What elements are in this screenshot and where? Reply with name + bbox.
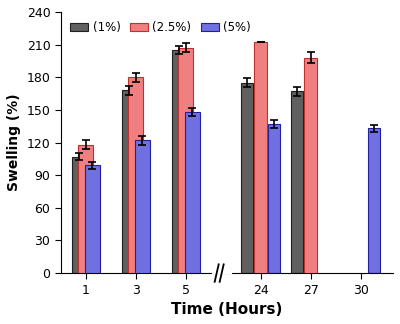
Bar [304, 58, 317, 273]
Bar [178, 48, 193, 273]
Bar [128, 77, 143, 273]
Bar [212, 268, 231, 273]
Bar [122, 90, 137, 273]
Bar [368, 128, 380, 273]
Bar [241, 83, 254, 273]
Bar [291, 91, 303, 273]
Legend: (1%), (2.5%), (5%): (1%), (2.5%), (5%) [67, 18, 254, 38]
Bar [72, 157, 87, 273]
Bar [172, 50, 187, 273]
Bar [85, 165, 100, 273]
Bar [254, 42, 267, 273]
Y-axis label: Swelling (%): Swelling (%) [7, 94, 21, 191]
Bar [268, 124, 280, 273]
Bar [135, 140, 150, 273]
X-axis label: Time (Hours): Time (Hours) [171, 302, 283, 317]
Bar [185, 112, 200, 273]
Bar [78, 145, 93, 273]
